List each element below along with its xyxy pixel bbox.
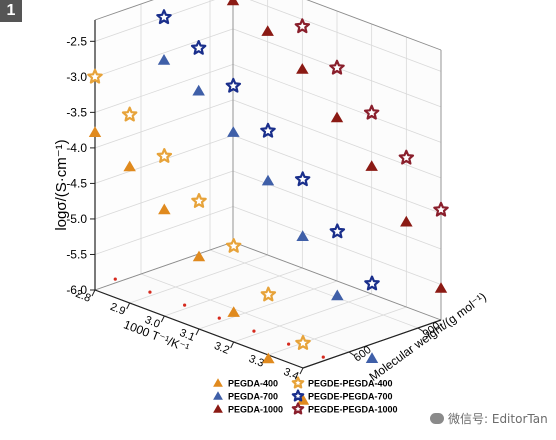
frame-edge (94, 0, 154, 21)
point-pegde-pegda-700 (190, 39, 207, 55)
x-tick (230, 341, 235, 349)
point-pegde-pegda-1000 (294, 18, 311, 34)
x-tick (299, 367, 304, 375)
data-points (87, 0, 449, 405)
point-pegde-pegda-1000 (398, 149, 415, 165)
legend-marker-pegde-pegda-700 (291, 389, 305, 402)
x-tick-label: 3.1 (178, 327, 197, 344)
point-pegde-pegda-1000 (433, 201, 449, 217)
z-tick-label: -3.5 (66, 105, 87, 119)
legend-marker-pegde-pegda-1000 (291, 402, 305, 415)
point-pegda-400 (227, 306, 240, 317)
z-tick-label: -2.5 (66, 34, 87, 48)
point-pegda-400 (88, 126, 102, 137)
x-tick-label: 3.4 (282, 366, 301, 383)
legend-label-pegda-1000: PEGDA-1000 (228, 405, 283, 415)
point-pegda-1000 (434, 282, 448, 293)
point-pegde-pegda-1000 (329, 59, 345, 75)
z-tick-label: -3.0 (66, 70, 87, 84)
point-pegda-700 (261, 174, 275, 186)
frame-edge (306, 0, 442, 51)
point-pegde-pegda-400 (191, 193, 207, 208)
legend-marker-pegda-1000 (213, 404, 223, 413)
gridline-y (140, 273, 350, 353)
z-axis-label: logσ/(S·cm⁻¹) (53, 139, 70, 230)
left-wall (95, 0, 233, 290)
point-pegde-pegda-700 (260, 122, 276, 138)
legend-marker-pegda-400 (213, 378, 223, 387)
point-pegda-400 (262, 352, 275, 364)
point-pegda-700 (157, 54, 171, 65)
z-tick-label: -5.0 (66, 212, 87, 226)
point-pegde-pegda-1000 (363, 104, 380, 120)
point-pegda-400 (296, 394, 310, 405)
wechat-icon (430, 413, 444, 424)
point-pegda-700 (331, 289, 344, 301)
x-tick (160, 315, 165, 323)
point-pegde-pegda-700 (364, 275, 380, 291)
point-pegda-1000 (296, 63, 309, 74)
point-pegde-pegda-400 (260, 286, 277, 302)
point-pegde-pegda-700 (329, 223, 346, 239)
point-pegde-pegda-400 (225, 238, 242, 253)
point-pegde-pegda-700 (294, 171, 311, 187)
point-pegda-1000 (365, 160, 378, 171)
y-tick (348, 351, 356, 357)
x-tick (126, 302, 131, 310)
z-tick-label: -4.5 (66, 176, 87, 190)
x-tick-label: 3.0 (143, 314, 162, 331)
watermark: 微信号: EditorTan (430, 410, 548, 427)
z-tick-label: -4.0 (66, 141, 87, 155)
x-tick (195, 328, 200, 336)
x-tick-label: 2.8 (74, 288, 93, 305)
x-tick-label: 2.9 (108, 301, 127, 318)
legend-label-pegda-700: PEGDA-700 (228, 392, 278, 402)
point-pegda-400 (192, 250, 206, 262)
gridline-y (209, 249, 419, 329)
floor-projection-dot (217, 316, 221, 320)
point-pegda-700 (192, 84, 205, 96)
point-pegde-pegda-400 (87, 68, 103, 84)
floor-projection-dot (287, 342, 291, 346)
legend-label-pegde-pegda-400: PEGDE-PEGDA-400 (308, 379, 393, 389)
floor-projection-dot (148, 290, 152, 294)
legend-label-pegde-pegda-1000: PEGDE-PEGDA-1000 (308, 405, 398, 415)
frame-edge (94, 241, 234, 291)
x-tick-label: 3.2 (212, 340, 231, 357)
legend: PEGDA-400 PEGDA-700 PEGDA-1000 PEGDE-PEGDA-… (213, 376, 398, 415)
point-pegda-1000 (261, 25, 274, 36)
floor-projection-dot (183, 303, 187, 307)
point-pegde-pegda-400 (156, 148, 173, 163)
x-tick (91, 289, 96, 297)
point-pegde-pegda-700 (225, 77, 242, 93)
point-pegda-1000 (226, 0, 240, 6)
point-pegde-pegda-400 (121, 106, 138, 122)
point-pegda-700 (227, 126, 240, 137)
point-pegda-1000 (400, 215, 413, 227)
legend-label-pegda-400: PEGDA-400 (228, 379, 278, 389)
watermark-text: 微信号: EditorTan (448, 412, 548, 426)
legend-label-pegde-pegda-700: PEGDE-PEGDA-700 (308, 392, 393, 402)
frame-edge (232, 241, 442, 321)
legend-marker-pegda-700 (213, 391, 223, 400)
legend-marker-pegde-pegda-400 (291, 376, 305, 389)
point-pegda-400 (158, 203, 171, 215)
floor-projection-dot (252, 329, 256, 333)
x-tick-label: 3.3 (247, 353, 266, 370)
floor-projections (113, 277, 325, 359)
point-pegde-pegda-700 (156, 9, 172, 25)
point-pegda-400 (123, 160, 136, 172)
floor-projection-dot (321, 355, 325, 359)
point-pegde-pegda-400 (295, 335, 311, 350)
floor-projection-dot (113, 277, 117, 281)
point-pegda-1000 (330, 111, 344, 123)
y-tick (417, 327, 425, 333)
panel-label: 1 (0, 0, 22, 22)
z-tick-label: -6.0 (66, 283, 87, 297)
z-tick-label: -5.5 (66, 247, 87, 261)
point-pegda-700 (296, 230, 309, 241)
point-pegda-700 (365, 352, 379, 363)
